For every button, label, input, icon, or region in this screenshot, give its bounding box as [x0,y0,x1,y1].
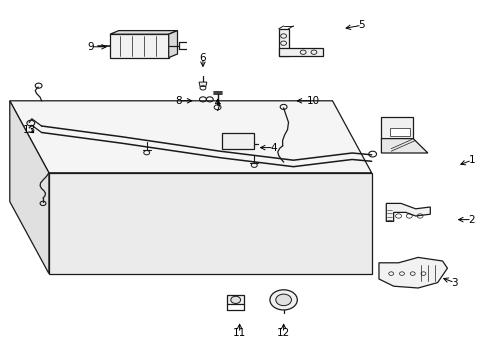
Polygon shape [227,295,244,304]
Circle shape [230,296,240,303]
Polygon shape [381,117,412,139]
Text: 5: 5 [358,20,365,30]
Polygon shape [389,128,409,136]
FancyBboxPatch shape [222,133,254,149]
Text: 6: 6 [199,53,206,63]
Polygon shape [168,31,177,58]
Text: 10: 10 [306,96,319,106]
Text: 1: 1 [468,155,474,165]
Text: 12: 12 [276,328,290,338]
Circle shape [275,294,291,306]
Polygon shape [381,139,427,153]
Text: 8: 8 [175,96,182,106]
Polygon shape [110,31,177,34]
Text: 13: 13 [22,125,36,135]
Text: 11: 11 [232,328,246,338]
Polygon shape [278,48,322,56]
Circle shape [269,290,297,310]
Text: 7: 7 [214,103,221,113]
Polygon shape [199,82,206,86]
Polygon shape [49,173,371,274]
Polygon shape [10,101,371,173]
Text: 9: 9 [87,42,94,52]
Polygon shape [278,29,288,56]
Polygon shape [378,257,447,288]
Polygon shape [10,101,49,274]
Text: 3: 3 [450,278,457,288]
Text: 4: 4 [270,143,277,153]
Text: 2: 2 [468,215,474,225]
Polygon shape [386,203,429,221]
Polygon shape [110,34,168,58]
